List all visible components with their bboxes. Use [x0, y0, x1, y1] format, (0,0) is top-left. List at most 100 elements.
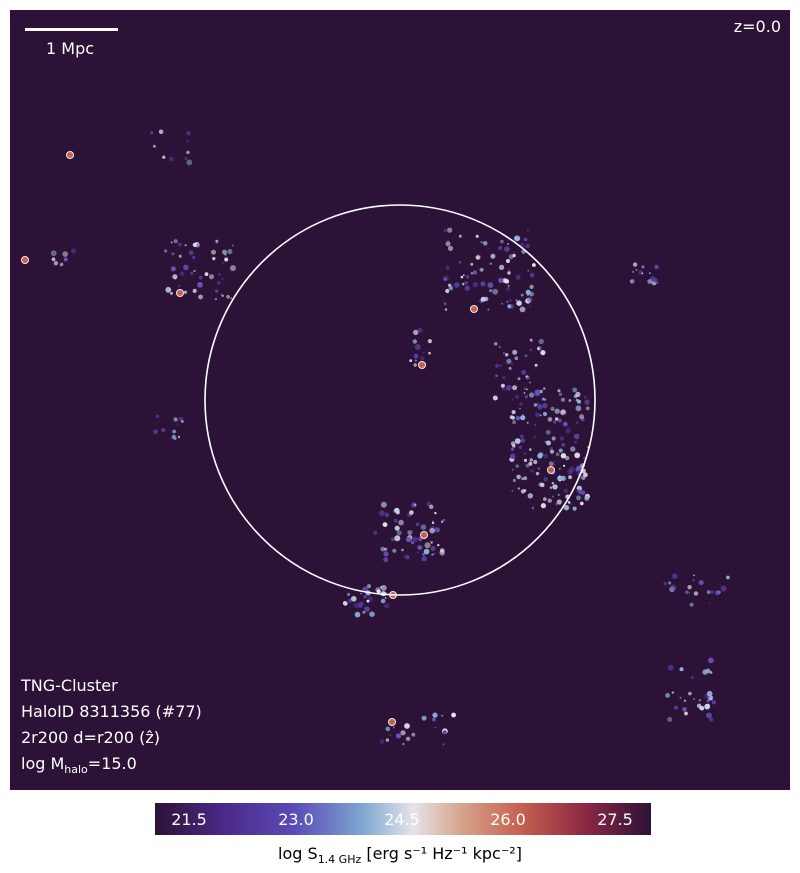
emission-blob	[479, 267, 484, 272]
emission-blob	[518, 445, 523, 450]
emission-blob	[478, 268, 481, 271]
emission-blob	[691, 676, 694, 679]
emission-blob	[574, 440, 577, 444]
emission-blob	[198, 275, 203, 280]
emission-blob	[520, 293, 524, 297]
emission-blob	[511, 468, 514, 471]
emission-blob	[458, 234, 462, 238]
radio-emission-map: 1 Mpc z=0.0 TNG-Cluster HaloID 8311356 (…	[10, 10, 790, 790]
emission-blob	[431, 521, 435, 525]
emission-blob	[214, 297, 218, 301]
emission-blob	[413, 353, 419, 359]
emission-blob	[378, 510, 385, 516]
emission-blob	[71, 248, 76, 254]
emission-blob	[542, 397, 545, 400]
emission-blob	[226, 295, 230, 299]
emission-blob	[423, 548, 430, 555]
emission-blob	[575, 405, 582, 412]
emission-blob	[577, 486, 581, 489]
emission-blob	[529, 381, 531, 384]
emission-blob	[410, 540, 415, 545]
emission-blob	[520, 434, 524, 439]
emission-blob	[432, 717, 436, 722]
emission-blob	[689, 602, 694, 607]
emission-blob	[693, 574, 695, 577]
emission-blob	[360, 592, 362, 595]
emission-blob	[517, 377, 521, 381]
emission-blob	[165, 286, 172, 293]
emission-blob	[186, 150, 190, 155]
emission-blob	[215, 239, 219, 243]
emission-blob	[220, 293, 223, 296]
emission-blob	[632, 270, 635, 273]
emission-blob	[442, 743, 445, 746]
emission-blob	[560, 475, 566, 481]
emission-blob	[362, 610, 366, 614]
emission-blob	[529, 305, 532, 308]
bright-source	[176, 289, 184, 297]
emission-blob	[523, 387, 526, 390]
emission-blob	[515, 299, 518, 302]
emission-blob	[538, 482, 543, 487]
emission-blob	[454, 282, 460, 288]
emission-blob	[173, 417, 178, 422]
emission-blob	[558, 392, 563, 396]
emission-blob	[153, 429, 158, 435]
emission-blob	[512, 444, 516, 448]
emission-blob	[585, 406, 590, 411]
emission-blob	[558, 448, 563, 453]
emission-blob	[405, 736, 411, 741]
emission-blob	[693, 591, 699, 596]
emission-blob	[525, 243, 530, 249]
emission-blob	[553, 463, 556, 466]
emission-blob	[527, 269, 530, 272]
emission-blob	[575, 467, 580, 472]
emission-blob	[529, 458, 533, 462]
emission-blob	[173, 239, 178, 244]
emission-blob	[445, 265, 450, 270]
emission-blob	[667, 717, 673, 722]
emission-blob	[583, 472, 588, 478]
emission-blob	[414, 344, 421, 350]
emission-blob	[184, 157, 188, 161]
emission-blob	[442, 730, 447, 735]
emission-blob	[720, 585, 727, 592]
emission-blob	[706, 712, 712, 719]
emission-blob	[192, 288, 197, 293]
emission-blob	[507, 304, 512, 309]
emission-blob	[515, 464, 519, 468]
emission-blob	[715, 590, 721, 596]
emission-blob	[558, 467, 561, 470]
emission-blob	[170, 292, 173, 295]
emission-blob	[546, 440, 551, 446]
emission-blob	[413, 503, 417, 507]
emission-blob	[392, 726, 396, 729]
emission-blob	[519, 402, 523, 406]
emission-blob	[170, 241, 173, 244]
emission-blob	[499, 264, 505, 270]
emission-blob	[354, 611, 361, 618]
emission-blob	[529, 272, 535, 278]
bright-source	[420, 531, 428, 539]
emission-blob	[505, 353, 509, 357]
emission-blob	[526, 229, 530, 232]
emission-blob	[431, 553, 434, 556]
emission-blob	[547, 498, 552, 503]
emission-blob	[512, 385, 518, 391]
emission-blob	[505, 258, 511, 264]
scalebar-label: 1 Mpc	[46, 39, 95, 58]
emission-blob	[580, 501, 584, 506]
emission-blob	[683, 699, 687, 703]
emission-blob	[475, 234, 479, 238]
emission-blob	[688, 691, 692, 696]
emission-blob	[556, 499, 562, 505]
emission-blob	[178, 242, 182, 247]
emission-blob	[537, 453, 543, 459]
emission-blob	[158, 129, 164, 135]
emission-blob	[521, 369, 526, 375]
emission-blob	[706, 690, 713, 697]
emission-blob	[507, 284, 510, 287]
emission-blob	[572, 387, 578, 393]
emission-blob	[412, 536, 418, 542]
emission-blob	[543, 398, 547, 401]
